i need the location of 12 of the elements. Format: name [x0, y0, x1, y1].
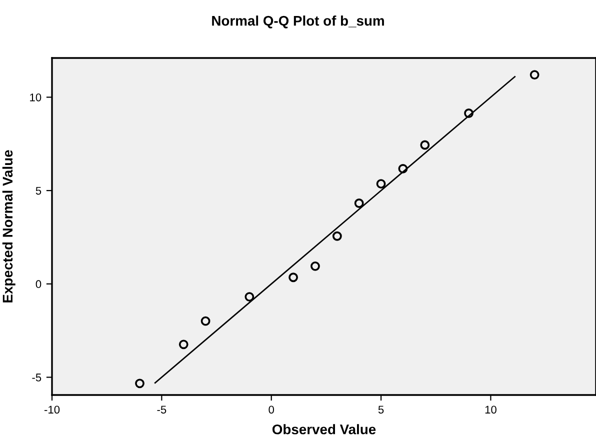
x-tick-label: 5: [378, 406, 384, 414]
chart-title: Normal Q-Q Plot of b_sum: [212, 16, 384, 28]
y-tick-label: 0: [36, 280, 42, 288]
x-tick-label: -10: [44, 406, 60, 414]
y-axis-title: Expected Normal Value: [2, 150, 16, 302]
x-tick-label: 10: [485, 406, 496, 414]
x-tick-label: 0: [268, 406, 274, 414]
x-tick-label: -5: [157, 406, 166, 414]
x-axis-title: Observed Value: [272, 424, 376, 434]
y-tick-label: -5: [32, 374, 42, 382]
y-tick-label: 10: [30, 93, 42, 102]
y-tick-label: 5: [36, 186, 42, 195]
